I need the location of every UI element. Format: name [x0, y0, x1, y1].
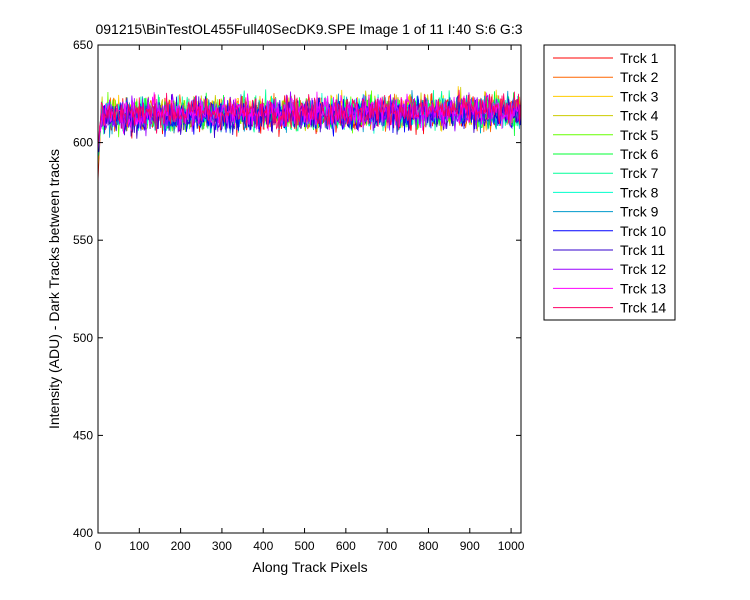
legend-label: Trck 8 — [620, 184, 659, 200]
x-tick-label: 0 — [95, 539, 102, 553]
legend: Trck 1 Trck 2 Trck 3 Trck 4 Trck 5 Trck 6 Trck… — [543, 44, 676, 321]
x-tick-label: 700 — [377, 539, 397, 553]
y-axis: 400 450 500 550 600 650 — [73, 38, 521, 540]
y-tick-label: 400 — [73, 526, 93, 540]
y-tick-label: 650 — [73, 38, 93, 52]
x-axis: 0 100 200 300 400 500 600 700 800 900 1000 — [95, 45, 525, 553]
x-axis-label: Along Track Pixels — [252, 559, 367, 575]
x-tick-label: 500 — [295, 539, 315, 553]
legend-label: Trck 2 — [620, 69, 659, 85]
legend-label: Trck 13 — [620, 280, 666, 296]
legend-label: Trck 4 — [620, 108, 659, 124]
plot-frame — [97, 44, 522, 534]
legend-label: Trck 1 — [620, 50, 659, 66]
legend-label: Trck 6 — [620, 146, 659, 162]
chart-title: 091215\BinTestOL455Full40SecDK9.SPE Imag… — [95, 21, 522, 37]
legend-box — [543, 44, 676, 321]
series-line-trck-14 — [97, 89, 522, 147]
legend-label: Trck 7 — [620, 165, 659, 181]
y-tick-label: 600 — [73, 136, 93, 150]
y-tick-label: 500 — [73, 331, 93, 345]
x-tick-label: 100 — [129, 539, 149, 553]
x-tick-label: 400 — [253, 539, 273, 553]
x-tick-label: 600 — [336, 539, 356, 553]
plot-area — [97, 44, 522, 534]
y-tick-label: 550 — [73, 233, 93, 247]
y-tick-label: 450 — [73, 428, 93, 442]
x-tick-label: 800 — [418, 539, 438, 553]
legend-label: Trck 10 — [620, 223, 666, 239]
x-tick-label: 1000 — [498, 539, 525, 553]
legend-label: Trck 5 — [620, 127, 659, 143]
x-tick-label: 300 — [212, 539, 232, 553]
legend-label: Trck 3 — [620, 88, 659, 104]
series-layer — [97, 86, 522, 182]
legend-label: Trck 14 — [620, 300, 666, 316]
x-tick-label: 200 — [171, 539, 191, 553]
legend-label: Trck 9 — [620, 204, 659, 220]
legend-label: Trck 11 — [620, 242, 665, 258]
legend-label: Trck 12 — [620, 261, 666, 277]
x-tick-label: 900 — [460, 539, 480, 553]
legend-items: Trck 1 Trck 2 Trck 3 Trck 4 Trck 5 Trck 6 Trck… — [553, 50, 666, 316]
y-axis-label: Intensity (ADU) - Dark Tracks between tr… — [46, 149, 62, 429]
